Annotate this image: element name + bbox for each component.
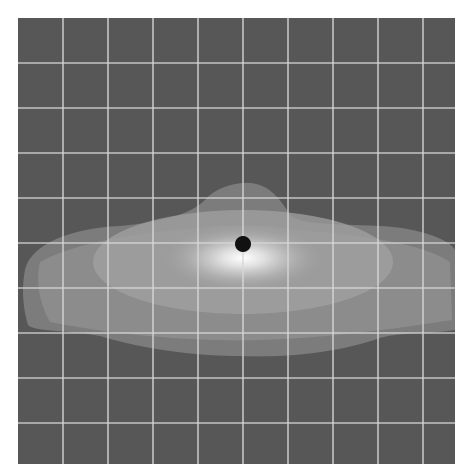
source-point — [235, 236, 251, 252]
panel — [18, 18, 455, 464]
grid — [18, 18, 455, 464]
